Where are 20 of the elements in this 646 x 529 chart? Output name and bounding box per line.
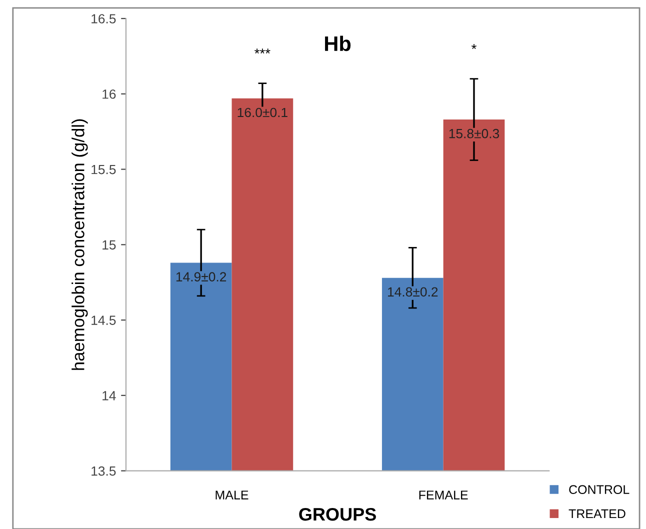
y-tick-label: 13.5 — [92, 466, 116, 476]
y-tick-label: 15.5 — [92, 164, 116, 174]
annotation: * — [472, 44, 476, 50]
y-tick-label: 14.5 — [92, 316, 116, 325]
y-tick-label: 16.5 — [92, 14, 116, 24]
text: Hb — [325, 36, 351, 52]
y-axis-title: haemoglobin concentration (g/dl) — [72, 119, 88, 370]
data-label: 15.8±0.3 — [449, 128, 500, 138]
y-tick-label: 14 — [102, 391, 116, 400]
legend-label: TREATED — [568, 509, 626, 518]
y-tick-label: 16 — [102, 89, 116, 99]
x-tick-label: MALE — [216, 490, 248, 500]
x-axis-title: GROUPS — [299, 508, 376, 521]
data-label: 14.8±0.2 — [388, 287, 438, 297]
y-tick-label: 15 — [102, 240, 116, 250]
annotation: *** — [254, 48, 270, 54]
data-label: 16.0±0.1 — [238, 108, 288, 118]
data-label: 14.9±0.2 — [176, 272, 226, 282]
x-tick-label: FEMALE — [419, 490, 468, 500]
legend-label: CONTROL — [569, 485, 630, 494]
